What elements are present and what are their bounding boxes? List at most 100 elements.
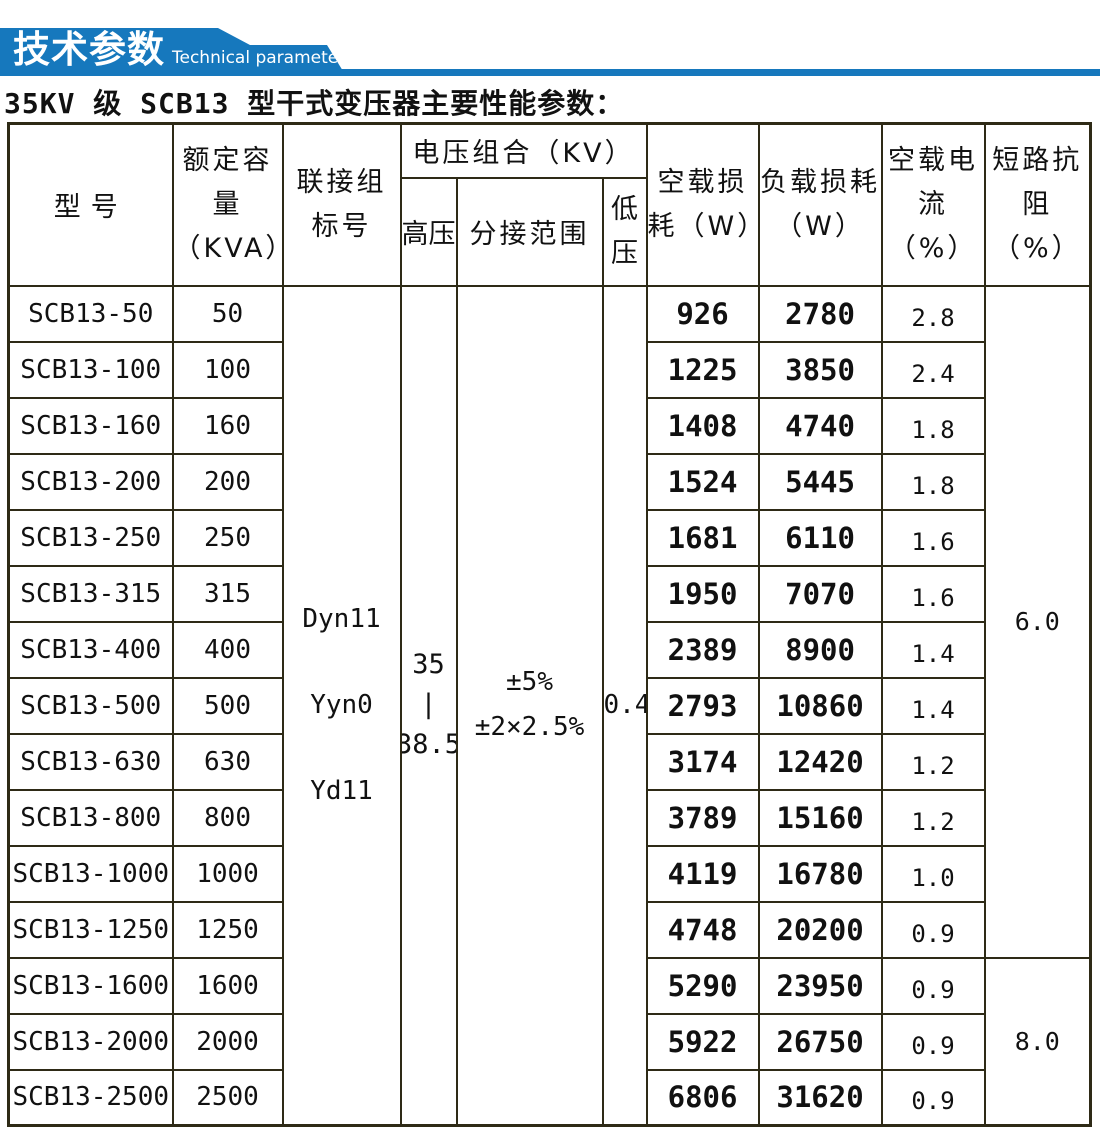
- capacity-cell: 800: [171, 788, 284, 847]
- hv-range-bar: |: [420, 689, 437, 721]
- no-load-current-cell: 1.6: [880, 508, 986, 567]
- no-load-loss-cell: 3789: [645, 788, 760, 847]
- connection-value: Dyn11: [302, 604, 381, 635]
- col-header-impedance-line1: 短路抗: [992, 144, 1083, 176]
- load-loss-cell: 6110: [757, 508, 883, 567]
- capacity-cell: 250: [171, 508, 284, 567]
- no-load-current-cell: 1.2: [880, 732, 986, 791]
- no-load-current-cell: 1.8: [880, 396, 986, 455]
- col-header-load-loss: 负载损耗 （W）: [757, 122, 883, 287]
- model-cell: SCB13-315: [7, 564, 174, 623]
- col-header-tap-range: 分接范围: [455, 176, 604, 287]
- hv-merged-cell: 35 | 38.5: [399, 284, 458, 1127]
- model-cell: SCB13-200: [7, 452, 174, 511]
- no-load-current-cell: 2.8: [880, 284, 986, 343]
- load-loss-cell: 16780: [757, 844, 883, 903]
- col-header-lv: 低 压: [601, 176, 648, 287]
- col-header-load-loss-line1: 负载损耗: [760, 166, 881, 198]
- no-load-current-cell: 1.8: [880, 452, 986, 511]
- capacity-cell: 50: [171, 284, 284, 343]
- connection-value: Yyn0: [310, 690, 373, 721]
- model-cell: SCB13-1250: [7, 900, 174, 959]
- impedance-merged-cell-6: 6.0: [983, 284, 1092, 959]
- model-cell: SCB13-50: [7, 284, 174, 343]
- capacity-cell: 400: [171, 620, 284, 679]
- model-cell: SCB13-2000: [7, 1012, 174, 1071]
- col-header-lv-line2: 压: [611, 237, 639, 269]
- col-header-voltage-group: 电压组合（KV）: [399, 122, 648, 179]
- no-load-loss-cell: 926: [645, 284, 760, 343]
- load-loss-cell: 31620: [757, 1068, 883, 1127]
- load-loss-cell: 26750: [757, 1012, 883, 1071]
- no-load-loss-cell: 5290: [645, 956, 760, 1015]
- col-header-impedance-line2: 阻（%）: [992, 188, 1082, 264]
- capacity-cell: 2500: [171, 1068, 284, 1127]
- connection-value: Yd11: [310, 776, 373, 807]
- load-loss-cell: 12420: [757, 732, 883, 791]
- no-load-current-cell: 0.9: [880, 1012, 986, 1071]
- model-cell: SCB13-2500: [7, 1068, 174, 1127]
- load-loss-cell: 15160: [757, 788, 883, 847]
- no-load-current-cell: 0.9: [880, 956, 986, 1015]
- no-load-loss-cell: 2389: [645, 620, 760, 679]
- no-load-current-cell: 1.0: [880, 844, 986, 903]
- hv-value: 38.5: [403, 729, 455, 761]
- model-cell: SCB13-250: [7, 508, 174, 567]
- impedance-merged-cell-8: 8.0: [983, 956, 1092, 1127]
- no-load-loss-cell: 1681: [645, 508, 760, 567]
- capacity-cell: 1000: [171, 844, 284, 903]
- model-cell: SCB13-800: [7, 788, 174, 847]
- tap-range-value: ±2×2.5%: [474, 712, 585, 743]
- col-header-impedance: 短路抗 阻（%）: [983, 122, 1092, 287]
- model-cell: SCB13-630: [7, 732, 174, 791]
- load-loss-cell: 4740: [757, 396, 883, 455]
- page-title: 技术参数: [13, 28, 165, 71]
- col-header-no-load-loss-line2: 耗（W）: [647, 210, 759, 242]
- load-loss-cell: 2780: [757, 284, 883, 343]
- col-header-hv: 高压: [399, 176, 458, 287]
- capacity-cell: 315: [171, 564, 284, 623]
- tap-range-merged-cell: ±5% ±2×2.5%: [455, 284, 604, 1127]
- capacity-cell: 1600: [171, 956, 284, 1015]
- no-load-current-cell: 2.4: [880, 340, 986, 399]
- capacity-cell: 2000: [171, 1012, 284, 1071]
- load-loss-cell: 5445: [757, 452, 883, 511]
- no-load-loss-cell: 1408: [645, 396, 760, 455]
- col-header-lv-line1: 低: [611, 193, 639, 225]
- capacity-cell: 630: [171, 732, 284, 791]
- connection-merged-cell: Dyn11 Yyn0 Yd11: [281, 284, 402, 1127]
- no-load-loss-cell: 2793: [645, 676, 760, 735]
- model-cell: SCB13-1600: [7, 956, 174, 1015]
- no-load-current-cell: 1.4: [880, 620, 986, 679]
- capacity-cell: 100: [171, 340, 284, 399]
- no-load-current-cell: 1.2: [880, 788, 986, 847]
- tap-range-value: ±5%: [506, 667, 553, 698]
- model-cell: SCB13-500: [7, 676, 174, 735]
- model-cell: SCB13-100: [7, 340, 174, 399]
- col-header-capacity: 额定容量 （KVA）: [171, 122, 284, 287]
- capacity-cell: 1250: [171, 900, 284, 959]
- no-load-loss-cell: 5922: [645, 1012, 760, 1071]
- load-loss-cell: 10860: [757, 676, 883, 735]
- col-header-no-load-loss-line1: 空载损: [657, 166, 748, 198]
- lv-merged-cell: 0.4: [601, 284, 648, 1127]
- load-loss-cell: 20200: [757, 900, 883, 959]
- no-load-loss-cell: 1524: [645, 452, 760, 511]
- no-load-loss-cell: 4748: [645, 900, 760, 959]
- col-header-no-load-current-line1: 空载电: [888, 144, 979, 176]
- no-load-current-cell: 1.4: [880, 676, 986, 735]
- hv-value: 35: [412, 649, 445, 681]
- capacity-cell: 500: [171, 676, 284, 735]
- model-cell: SCB13-400: [7, 620, 174, 679]
- col-header-no-load-current: 空载电 流（%）: [880, 122, 986, 287]
- col-header-connection-line2: 标号: [311, 210, 372, 242]
- table-caption: 35KV 级 SCB13 型干式变压器主要性能参数：: [4, 87, 625, 120]
- no-load-loss-cell: 1950: [645, 564, 760, 623]
- capacity-cell: 160: [171, 396, 284, 455]
- col-header-capacity-line1: 额定容量: [182, 144, 273, 220]
- model-cell: SCB13-1000: [7, 844, 174, 903]
- no-load-loss-cell: 6806: [645, 1068, 760, 1127]
- col-header-capacity-line2: （KVA）: [173, 232, 281, 264]
- page-subtitle-en: Technical parameter: [172, 48, 346, 68]
- load-loss-cell: 7070: [757, 564, 883, 623]
